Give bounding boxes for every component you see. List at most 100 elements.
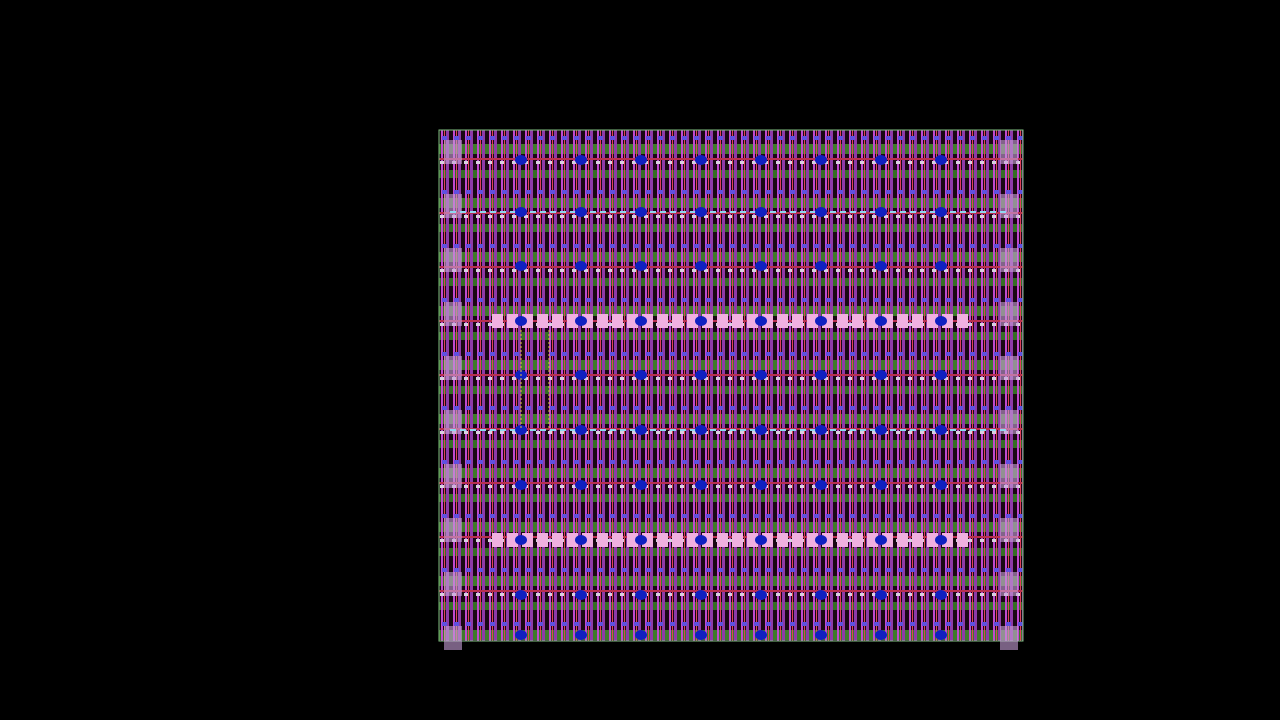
chip-boundary xyxy=(438,129,1024,642)
power-bar xyxy=(822,314,833,328)
pad-cell xyxy=(1000,302,1018,326)
pad-cell xyxy=(1000,194,1018,218)
via xyxy=(935,370,947,380)
via xyxy=(635,261,647,271)
via xyxy=(755,425,767,435)
via xyxy=(755,316,767,326)
power-bar xyxy=(957,533,968,547)
via xyxy=(755,155,767,165)
via xyxy=(575,207,587,217)
pad-cell xyxy=(1000,356,1018,380)
power-bar xyxy=(942,533,953,547)
via xyxy=(635,155,647,165)
power-bar xyxy=(762,533,773,547)
pad-cell xyxy=(444,356,462,380)
power-bar xyxy=(852,533,863,547)
via xyxy=(815,370,827,380)
via xyxy=(575,261,587,271)
via xyxy=(695,261,707,271)
pad-cell xyxy=(1000,572,1018,596)
pad-cell xyxy=(444,248,462,272)
power-bar xyxy=(492,533,503,547)
via xyxy=(635,370,647,380)
power-bar xyxy=(537,533,548,547)
power-bar xyxy=(627,533,638,547)
via xyxy=(755,370,767,380)
via xyxy=(875,590,887,600)
via xyxy=(635,535,647,545)
via xyxy=(515,261,527,271)
via xyxy=(935,261,947,271)
power-bar xyxy=(732,314,743,328)
via xyxy=(875,630,887,640)
power-bar xyxy=(717,314,728,328)
power-bar xyxy=(792,533,803,547)
chip-core xyxy=(439,130,1023,641)
via xyxy=(575,370,587,380)
power-bar xyxy=(507,533,518,547)
via xyxy=(755,590,767,600)
power-bar xyxy=(882,533,893,547)
power-bar xyxy=(537,314,548,328)
pad-cell xyxy=(444,518,462,542)
via xyxy=(935,630,947,640)
power-bar xyxy=(942,314,953,328)
power-bar xyxy=(552,533,563,547)
power-bar xyxy=(552,314,563,328)
via xyxy=(515,590,527,600)
via xyxy=(815,261,827,271)
power-bar xyxy=(747,533,758,547)
power-bar xyxy=(852,314,863,328)
power-bar xyxy=(912,533,923,547)
pad-cell xyxy=(444,410,462,434)
power-bar xyxy=(867,533,878,547)
power-bar xyxy=(507,314,518,328)
via xyxy=(515,535,527,545)
via xyxy=(815,207,827,217)
power-bar xyxy=(582,314,593,328)
via xyxy=(515,480,527,490)
pad-cell xyxy=(1000,410,1018,434)
via xyxy=(635,207,647,217)
via xyxy=(695,370,707,380)
via xyxy=(935,316,947,326)
via xyxy=(575,590,587,600)
via xyxy=(515,316,527,326)
via xyxy=(755,207,767,217)
pad-cell xyxy=(444,626,462,650)
via xyxy=(515,155,527,165)
via xyxy=(935,590,947,600)
via xyxy=(575,155,587,165)
power-bar xyxy=(837,314,848,328)
power-bar xyxy=(717,533,728,547)
power-bar xyxy=(927,533,938,547)
via xyxy=(935,155,947,165)
via xyxy=(515,425,527,435)
via xyxy=(575,316,587,326)
via xyxy=(815,316,827,326)
power-bar xyxy=(897,314,908,328)
power-bar xyxy=(957,314,968,328)
via xyxy=(515,207,527,217)
via xyxy=(875,207,887,217)
power-bar xyxy=(657,314,668,328)
pad-cell xyxy=(1000,464,1018,488)
power-bar xyxy=(732,533,743,547)
via xyxy=(695,480,707,490)
via xyxy=(875,370,887,380)
power-bar xyxy=(807,314,818,328)
via xyxy=(695,207,707,217)
pad-cell xyxy=(444,194,462,218)
power-bar xyxy=(912,314,923,328)
power-bar xyxy=(627,314,638,328)
via xyxy=(755,535,767,545)
power-bar xyxy=(777,314,788,328)
power-bar xyxy=(882,314,893,328)
via xyxy=(635,425,647,435)
power-bar xyxy=(567,314,578,328)
via xyxy=(575,535,587,545)
via xyxy=(695,425,707,435)
via xyxy=(875,425,887,435)
via xyxy=(695,155,707,165)
